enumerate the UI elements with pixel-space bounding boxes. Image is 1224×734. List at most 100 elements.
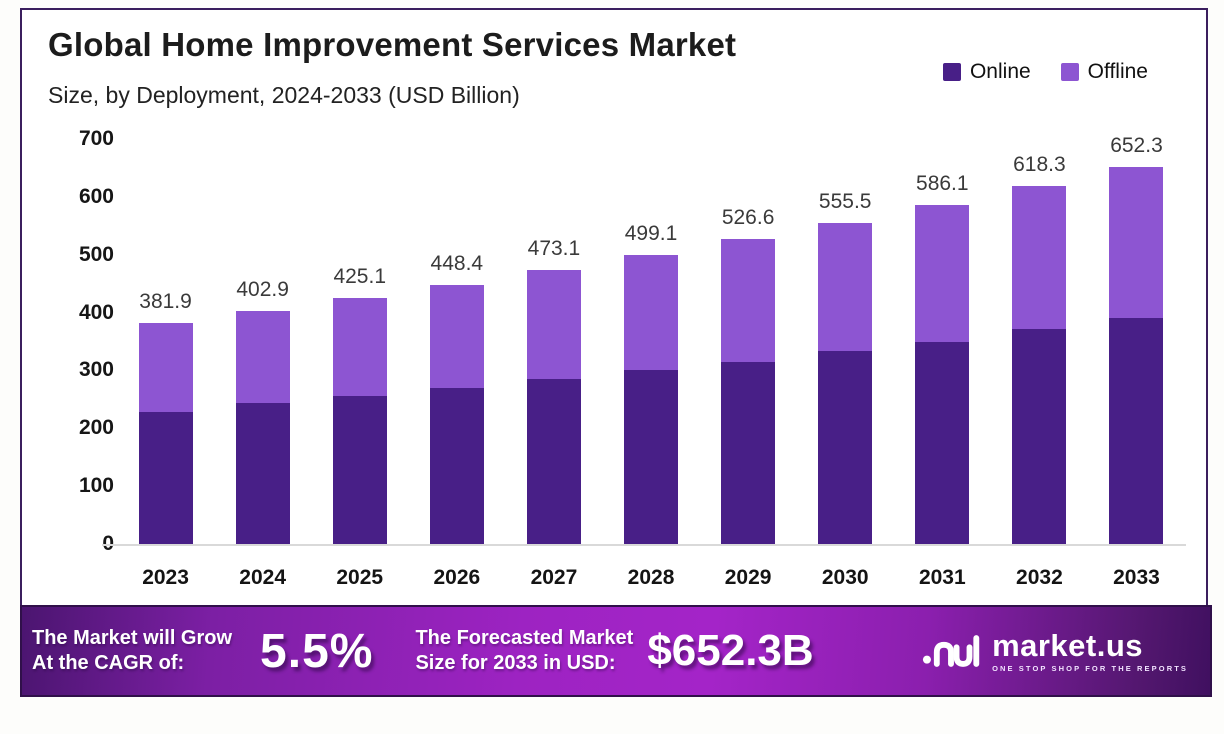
y-tick-400: 400: [78, 300, 114, 324]
brand-tagline: ONE STOP SHOP FOR THE REPORTS: [992, 663, 1188, 673]
bar-segment-online-2029: [721, 361, 776, 544]
page-title: Global Home Improvement Services Market: [48, 26, 737, 63]
bar-group-2032: 618.3: [991, 139, 1088, 544]
x-label-2031: 2031: [918, 566, 966, 589]
footer-banner: The Market will Grow At the CAGR of: 5.5…: [20, 605, 1212, 697]
bar-segment-online-2023: [138, 411, 193, 544]
bar-stack-2027: [526, 270, 581, 544]
y-tick-0: 0: [54, 532, 114, 556]
bar-group-2023: 381.9: [117, 139, 214, 544]
marketus-logo-icon: [922, 635, 980, 667]
bar-segment-offline-2030: [818, 222, 873, 352]
bar-stack-2031: [915, 204, 970, 544]
x-axis-baseline: [102, 544, 1186, 546]
x-label-2029: 2029: [724, 566, 772, 589]
bar-segment-online-2031: [915, 342, 970, 544]
bar-group-2033: 652.3: [1088, 134, 1185, 544]
bar-segment-online-2033: [1109, 318, 1164, 544]
legend-item-online: Online: [942, 60, 1031, 84]
bar-group-2026: 448.4: [408, 139, 505, 544]
online-swatch-icon: [942, 63, 961, 81]
bar-group-2031: 586.1: [894, 139, 991, 544]
bar-total-label-2030: 555.5: [818, 189, 872, 213]
y-tick-700: 700: [78, 127, 114, 150]
brand-text: market.us ONE STOP SHOP FOR THE REPORTS: [992, 630, 1188, 673]
stacked-bar-plot: 381.9 402.9 425.1 448.4 473.1 499.1 526.6 555.5…: [117, 134, 1185, 544]
bar-group-2024: 402.9: [214, 139, 311, 544]
legend-label-online: Online: [969, 60, 1031, 83]
x-label-2025: 2025: [336, 566, 384, 589]
bar-group-2030: 555.5: [797, 139, 894, 544]
bar-segment-offline-2031: [915, 204, 970, 343]
bar-segment-offline-2024: [235, 310, 290, 404]
infographic-frame: Global Home Improvement Services Market …: [20, 8, 1212, 697]
legend-label-offline: Offline: [1087, 60, 1148, 83]
bar-segment-online-2030: [818, 351, 873, 544]
x-label-2024: 2024: [239, 566, 286, 589]
x-label-2033: 2033: [1113, 566, 1160, 589]
brand-logo: market.us ONE STOP SHOP FOR THE REPORTS: [922, 630, 1188, 673]
y-tick-100: 100: [78, 474, 114, 498]
bar-group-2025: 425.1: [311, 139, 408, 544]
bar-stack-2023: [138, 323, 193, 544]
bar-total-label-2032: 618.3: [1013, 153, 1066, 177]
y-tick-600: 600: [78, 184, 114, 208]
x-label-2030: 2030: [821, 566, 869, 589]
bar-segment-online-2026: [429, 388, 484, 544]
bar-total-label-2024: 402.9: [236, 277, 289, 301]
y-tick-200: 200: [78, 416, 114, 440]
bar-stack-2029: [721, 239, 776, 544]
x-label-2023: 2023: [142, 566, 189, 589]
bar-segment-offline-2025: [332, 298, 387, 396]
legend: Online Offline: [942, 60, 1148, 84]
bar-total-label-2023: 381.9: [139, 290, 192, 314]
page-subtitle: Size, by Deployment, 2024-2033 (USD Bill…: [48, 82, 520, 108]
bar-group-2027: 473.1: [505, 139, 602, 544]
bar-segment-offline-2029: [721, 239, 776, 362]
bar-total-label-2031: 586.1: [916, 171, 969, 195]
offline-swatch-icon: [1060, 63, 1079, 81]
bar-stack-2026: [429, 284, 484, 544]
bar-segment-online-2028: [624, 370, 679, 544]
bar-segment-offline-2028: [624, 255, 679, 371]
bar-stack-2033: [1109, 166, 1164, 544]
bar-total-label-2026: 448.4: [430, 251, 484, 275]
x-label-2027: 2027: [530, 566, 578, 589]
bar-segment-offline-2032: [1012, 186, 1067, 330]
forecast-label-line2: Size for 2033 in USD:: [415, 652, 616, 674]
bar-segment-offline-2027: [526, 270, 581, 380]
bar-segment-online-2027: [526, 379, 581, 544]
bar-total-label-2029: 526.6: [721, 206, 775, 230]
cagr-label: The Market will Grow At the CAGR of:: [32, 626, 232, 676]
y-tick-500: 500: [78, 242, 114, 266]
bar-group-2028: 499.1: [602, 139, 699, 544]
bar-total-label-2033: 652.3: [1110, 133, 1163, 157]
bar-segment-offline-2023: [138, 323, 193, 412]
bar-total-label-2028: 499.1: [624, 222, 678, 246]
bar-stack-2028: [624, 255, 679, 544]
bar-segment-offline-2033: [1109, 166, 1164, 319]
bar-total-label-2025: 425.1: [333, 265, 387, 289]
bar-group-2029: 526.6: [700, 139, 797, 544]
bar-segment-online-2032: [1012, 329, 1067, 544]
bar-total-label-2027: 473.1: [527, 237, 581, 261]
cagr-value: 5.5%: [260, 624, 374, 678]
x-axis-labels: 2023 2024 2025 2026 2027 2028 2029 2030 2031 2032…: [117, 566, 1185, 590]
x-label-2028: 2028: [627, 566, 675, 589]
bar-segment-online-2025: [332, 395, 387, 544]
x-label-2032: 2032: [1016, 566, 1063, 589]
bar-stack-2032: [1012, 186, 1067, 544]
x-label-2026: 2026: [433, 566, 481, 589]
cagr-label-line2: At the CAGR of:: [32, 652, 185, 674]
bar-segment-online-2024: [235, 403, 290, 544]
forecast-label: The Forecasted Market Size for 2033 in U…: [415, 626, 633, 676]
bar-stack-2025: [332, 298, 387, 544]
forecast-value: $652.3B: [647, 626, 814, 675]
legend-item-offline: Offline: [1060, 60, 1148, 84]
forecast-label-line1: The Forecasted Market: [415, 627, 634, 649]
y-tick-300: 300: [78, 358, 114, 382]
bar-stack-2030: [818, 222, 873, 544]
cagr-label-line1: The Market will Grow: [32, 627, 233, 649]
brand-name: market.us: [992, 627, 1144, 663]
bar-stack-2024: [235, 310, 290, 544]
